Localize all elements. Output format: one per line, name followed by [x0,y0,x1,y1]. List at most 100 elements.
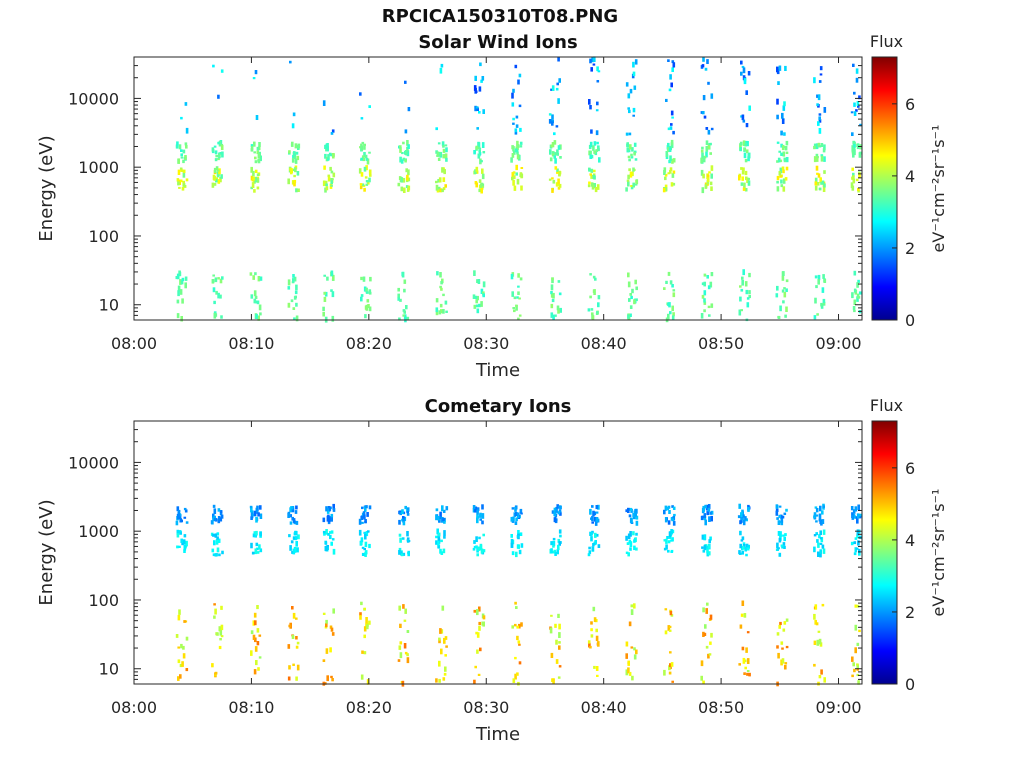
spectrogram-cell [215,290,218,295]
spectrogram-cell [663,669,666,676]
spectrogram-cell [856,642,860,646]
spectrogram-cell [257,512,260,517]
colorbar-tick-label: 2 [905,603,915,622]
spectrogram-cell [295,636,298,640]
spectrogram-cell [185,540,188,547]
spectrogram-cell [360,143,363,148]
spectrogram-cell [406,507,410,512]
spectrogram-cell [855,68,859,74]
spectrogram-cell [633,152,636,156]
spectrogram-cell [182,645,185,650]
spectrogram-cell [519,141,523,145]
spectrogram-cell [474,295,478,299]
spectrogram-cell [667,271,671,276]
spectrogram-cell [441,505,444,512]
spectrogram-cell [597,504,600,510]
spectrogram-cell [667,549,670,553]
spectrogram-cell [324,540,327,545]
spectrogram-cell [593,141,597,146]
spectrogram-cell [256,186,260,190]
spectrogram-cell [295,188,298,193]
spectrogram-cell [292,518,296,523]
spectrogram-cell [403,619,407,622]
spectrogram-cell [254,533,257,538]
spectrogram-cell [293,174,296,178]
spectrogram-cell [289,507,292,513]
spectrogram-cell [589,154,592,159]
spectrogram-cell [295,284,298,291]
spectrogram-cell [406,511,409,514]
spectrogram-cell [443,637,446,644]
spectrogram-cell [177,285,181,292]
spectrogram-cell [747,156,750,162]
spectrogram-cell [858,152,862,158]
spectrogram-cell [482,533,485,537]
spectrogram-cell [476,308,480,314]
spectrogram-cell [554,314,557,317]
spectrogram-cell [856,663,859,666]
spectrogram-cell [745,543,749,550]
spectrogram-cell [627,281,631,288]
spectrogram-cell [259,276,263,281]
x-tick-label: 08:20 [346,334,392,353]
spectrogram-cell [587,640,591,644]
spectrogram-cell [176,533,180,538]
colorbar-tick-label: 4 [905,167,915,186]
spectrogram-cell [777,520,781,525]
spectrogram-cell [512,117,515,121]
spectrogram-cell [292,274,295,278]
spectrogram-cell [256,547,259,551]
spectrogram-cell [217,157,220,161]
spectrogram-cell [515,164,518,171]
spectrogram-cell [363,548,366,551]
spectrogram-cell [363,531,366,534]
spectrogram-cell [474,90,478,93]
spectrogram-cell [857,279,860,283]
spectrogram-cell [777,157,781,163]
spectrogram-cell [442,677,446,681]
spectrogram-cell [519,277,523,281]
spectrogram-cell [627,660,630,666]
spectrogram-cell [778,552,782,557]
spectrogram-cell [819,542,823,545]
spectrogram-cell [671,173,675,178]
spectrogram-cell [399,298,402,302]
spectrogram-cell [595,635,599,642]
spectrogram-cell [515,172,518,176]
spectrogram-cell [815,622,819,626]
spectrogram-cell [591,312,594,316]
spectrogram-cell [596,101,599,106]
spectrogram-cell [779,167,783,174]
spectrogram-cell [672,516,676,521]
spectrogram-cell [516,140,519,147]
spectrogram-cell [517,285,520,288]
spectrogram-cell [745,123,749,128]
spectrogram-cell [365,157,369,161]
spectrogram-cell [593,169,596,173]
spectrogram-cell [588,546,591,550]
spectrogram-cell [480,187,483,194]
spectrogram-cell [740,60,743,65]
spectrogram-cell [328,516,332,522]
spectrogram-cell [559,144,562,150]
colorbar-tick-label: 6 [905,459,915,478]
spectrogram-cell [558,78,561,83]
spectrogram-cell [850,182,854,189]
spectrogram-cell [250,146,254,151]
spectrogram-cell [813,512,817,518]
spectrogram-cell [519,532,523,536]
spectrogram-cell [402,517,405,523]
spectrogram-cell [591,184,595,190]
spectrogram-cell [295,541,298,547]
spectrogram-cell [776,285,779,291]
spectrogram-cell [292,663,295,666]
spectrogram-cell [857,189,860,193]
spectrogram-cell [442,548,446,554]
colorbar-gradient [871,56,898,321]
spectrogram-cell [630,609,634,615]
spectrogram-cell [557,511,561,515]
spectrogram-cell [214,150,218,155]
spectrogram-cell [325,186,329,191]
spectrogram-cell [213,300,216,305]
spectrogram-cell [785,508,788,512]
